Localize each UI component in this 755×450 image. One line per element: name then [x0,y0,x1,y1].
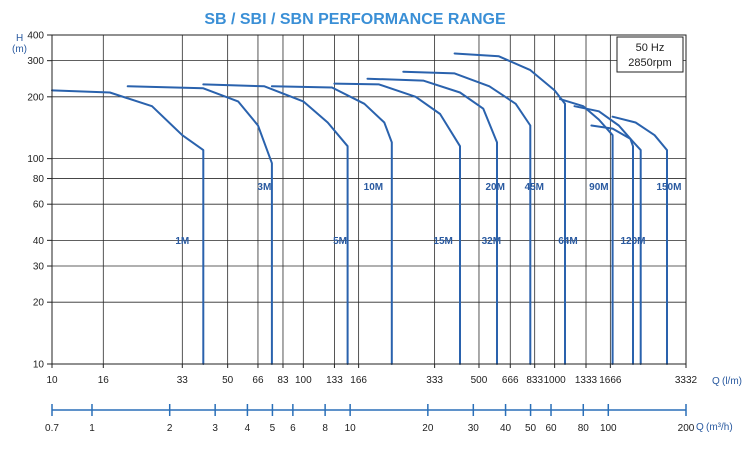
y-axis-unit: (m) [12,44,27,55]
x2-tick-15: 100 [600,423,617,434]
x-tick-6: 100 [295,375,312,386]
series-label-45M: 45M [525,182,544,193]
y-tick-2: 30 [33,262,45,273]
x-tick-0: 10 [46,375,58,386]
series-label-64M: 64M [558,236,577,247]
x-tick-9: 333 [426,375,443,386]
curve-150M [611,115,668,365]
series-label-5M: 5M [333,236,347,247]
x2-tick-6: 6 [290,423,296,434]
x-tick-7: 133 [326,375,343,386]
x-tick-12: 833 [526,375,543,386]
y-tick-4: 60 [33,200,45,211]
x-tick-14: 1333 [575,375,598,386]
x2-axis-label: Q [696,422,704,433]
x2-tick-7: 8 [322,423,328,434]
x2-tick-3: 3 [212,423,218,434]
x2-tick-11: 40 [500,423,512,434]
y-axis-label: H [16,33,23,44]
x-axis-unit: (l/m) [722,376,742,387]
series-label-3M: 3M [257,182,271,193]
curve-15M [333,82,461,365]
x2-tick-14: 80 [578,423,590,434]
series-label-15M: 15M [433,236,452,247]
speed-text: 2850rpm [628,57,671,69]
curve-10M [270,85,393,365]
x2-tick-9: 20 [422,423,434,434]
secondary-x-tick-labels: 0.7 1 2 3 4 5 6 8 10 20 30 40 50 60 80 100 200 [45,404,695,434]
x-tick-8: 166 [350,375,367,386]
x2-axis-unit: (m³/h) [706,422,733,433]
y-tick-3: 40 [33,236,45,247]
y-tick-7: 200 [27,92,44,103]
curve-120M [590,124,642,365]
x2-tick-4: 4 [245,423,251,434]
frequency-text: 50 Hz [636,42,665,54]
y-tick-9: 400 [27,31,44,42]
curve-1M [51,89,205,365]
x-tick-16: 3332 [675,375,698,386]
x-axis-label: Q [712,376,720,387]
x2-tick-8: 10 [345,423,357,434]
series-label-150M: 150M [656,182,681,193]
curve-45M [453,52,566,365]
y-tick-5: 80 [33,174,45,185]
curve-5M [202,83,349,365]
series-label-1M: 1M [175,236,189,247]
curve-90M [573,105,634,365]
x-tick-11: 666 [502,375,519,386]
x2-tick-5: 5 [270,423,276,434]
curve-3M [126,85,273,365]
curve-64M [559,98,614,365]
x-tick-10: 500 [471,375,488,386]
x-tick-3: 50 [222,375,234,386]
y-tick-1: 20 [33,298,45,309]
y-tick-8: 300 [27,56,44,67]
series-label-120M: 120M [620,236,645,247]
x-tick-13: 1000 [544,375,567,386]
curve-32M [402,70,532,365]
x2-tick-2: 2 [167,423,173,434]
x-tick-4: 66 [252,375,264,386]
frequency-box: 50 Hz 2850rpm [616,36,684,73]
x2-tick-16: 200 [678,423,695,434]
frequency-box-frame [616,36,684,73]
series-label-90M: 90M [589,182,608,193]
y-tick-0: 10 [33,360,45,371]
curves [51,52,668,365]
x-tick-15: 1666 [599,375,622,386]
x-tick-5: 83 [277,375,289,386]
x-tick-1: 16 [98,375,110,386]
x-tick-2: 33 [177,375,189,386]
x-tick-labels: 10 16 33 50 66 83 100 133 166 333 500 666 833 1000 133… [46,364,698,386]
chart-title: SB / SBI / SBN PERFORMANCE RANGE [204,11,506,28]
plot-frame [51,34,687,365]
curve-20M [366,77,498,365]
x2-tick-0: 0.7 [45,423,59,434]
x2-tick-1: 1 [89,423,95,434]
x2-tick-13: 60 [545,423,557,434]
x2-tick-12: 50 [525,423,537,434]
y-tick-labels: 10 20 30 40 60 80 100 200 300 400 [27,31,52,371]
y-tick-6: 100 [27,154,44,165]
series-label-32M: 32M [482,236,501,247]
series-label-10M: 10M [364,182,383,193]
series-label-20M: 20M [485,182,504,193]
x2-tick-10: 30 [468,423,480,434]
series-labels: 1M 3M 5M 10M 15M 20M 32M 45M 64M 90M 120M 150M [175,182,681,247]
grid [52,35,686,364]
